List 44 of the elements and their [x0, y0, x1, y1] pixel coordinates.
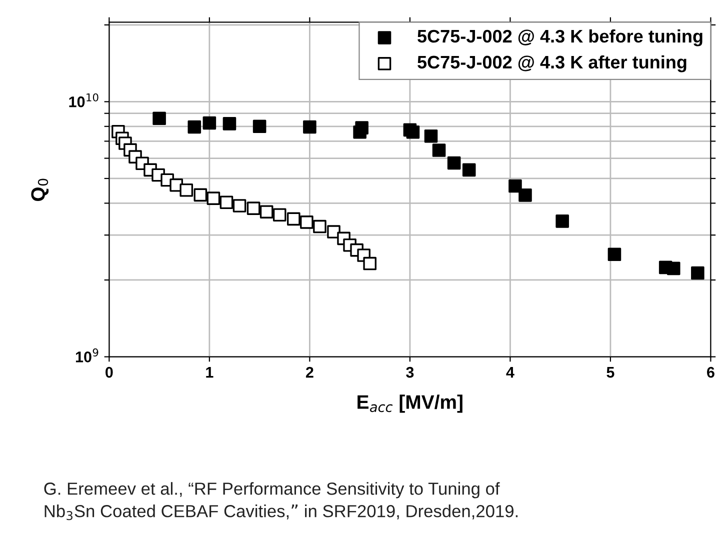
point [518, 188, 532, 202]
point [188, 120, 202, 134]
point [232, 199, 246, 212]
point [252, 120, 266, 134]
point [260, 205, 274, 218]
point [152, 112, 166, 126]
y-tick-label: 10$^{9}$ [76, 348, 98, 362]
text: G. Eremeev et al., “RF Performance Sensitivity to Tuning of Nb$_{3}$Sn Coated CEBAF Cavities,” in SRF2019, Dresden,2019. [44, 482, 518, 520]
point [556, 214, 569, 228]
x-tick-label: 2 [306, 366, 314, 378]
point [300, 216, 314, 229]
point [202, 116, 216, 130]
point [355, 121, 368, 134]
x-tick-label: 5 [606, 367, 614, 378]
point [432, 144, 446, 157]
point [194, 188, 208, 202]
x-tick-label: 6 [707, 366, 714, 378]
point [608, 248, 622, 262]
x-tick-label: 4 [506, 367, 514, 378]
legend-label: 5C75-J-002 @ 4.3 K after tuning [418, 55, 686, 72]
point [287, 212, 300, 226]
legend-label: 5C75-J-002 @ 4.3 K before tuning [418, 29, 702, 46]
point [508, 179, 522, 193]
y-tick-label: 10$^{10}$ [69, 93, 98, 108]
point [363, 256, 376, 270]
point [220, 196, 234, 210]
point [424, 129, 438, 143]
point [691, 266, 704, 280]
point [313, 220, 326, 234]
point [447, 156, 461, 170]
y-axis-title: Q$_{0}$ [31, 178, 49, 202]
x-tick-label: 3 [406, 366, 414, 378]
point [272, 208, 286, 222]
point [406, 125, 420, 139]
x-tick-label: 1 [206, 367, 214, 378]
point [222, 117, 236, 130]
x-axis-title: E$_{acc}$ [MV/m] [358, 394, 462, 413]
point [206, 192, 220, 205]
x-tick-label: 0 [106, 366, 113, 378]
point [303, 120, 316, 134]
point [180, 184, 194, 197]
point [462, 163, 476, 177]
point [666, 262, 680, 276]
point [246, 202, 260, 215]
